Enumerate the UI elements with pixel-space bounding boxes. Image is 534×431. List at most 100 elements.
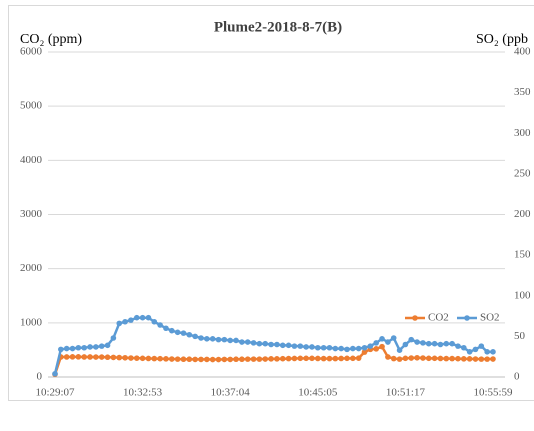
y2-tick-label: 300 — [514, 127, 531, 139]
data-point — [338, 345, 344, 352]
data-point — [256, 356, 263, 362]
data-point — [215, 336, 222, 343]
data-point — [104, 354, 111, 361]
data-point — [396, 347, 403, 353]
data-point — [472, 346, 479, 353]
data-point — [52, 370, 58, 377]
data-point — [461, 344, 467, 351]
legend-marker — [464, 315, 470, 321]
y-tick-label: 1000 — [20, 316, 43, 328]
data-point — [122, 354, 128, 361]
data-point — [303, 355, 309, 362]
data-point — [63, 354, 70, 360]
data-point — [151, 318, 158, 325]
data-point — [344, 346, 350, 353]
data-point — [408, 355, 415, 361]
data-point — [180, 356, 187, 363]
data-point — [443, 355, 450, 362]
data-point — [215, 356, 222, 363]
data-point — [244, 356, 251, 362]
data-point — [256, 340, 263, 347]
data-point — [478, 343, 485, 349]
y2-tick-label: 200 — [514, 208, 531, 220]
y2-tick-label: 350 — [514, 86, 531, 98]
data-point — [332, 345, 339, 352]
data-point — [87, 354, 93, 360]
data-point — [455, 343, 461, 349]
data-point — [186, 356, 193, 363]
data-point — [326, 355, 333, 362]
data-point — [157, 322, 163, 328]
data-point — [139, 355, 146, 362]
data-point — [250, 340, 257, 346]
data-point — [385, 339, 391, 345]
data-point — [315, 344, 321, 351]
data-point — [192, 333, 198, 340]
y-tick-label: 2000 — [20, 262, 43, 274]
data-point — [373, 346, 380, 352]
data-point — [425, 355, 432, 362]
data-point — [379, 343, 385, 350]
data-point — [449, 355, 455, 362]
data-point — [490, 356, 496, 362]
y-tick-label: 6000 — [20, 46, 43, 58]
data-point — [414, 339, 420, 345]
data-point — [163, 356, 169, 362]
data-point — [250, 356, 257, 362]
data-point — [145, 314, 152, 321]
data-point — [116, 320, 123, 327]
y-tick-label: 4000 — [20, 154, 43, 166]
data-point — [75, 354, 82, 360]
data-point — [133, 314, 140, 321]
legend-marker — [412, 315, 418, 321]
data-point — [239, 339, 245, 345]
data-point — [425, 340, 432, 347]
data-point — [139, 314, 146, 321]
data-point — [361, 349, 368, 355]
x-tick-label: 10:55:59 — [473, 387, 513, 399]
data-point — [75, 344, 82, 351]
data-point — [443, 340, 450, 347]
data-point — [332, 355, 339, 362]
data-point — [484, 356, 490, 362]
data-point — [209, 336, 216, 342]
data-point — [110, 354, 117, 361]
data-point — [350, 355, 356, 362]
data-point — [297, 355, 304, 362]
data-point — [361, 344, 368, 351]
data-point — [385, 354, 391, 360]
data-point — [431, 355, 438, 362]
data-point — [204, 356, 210, 363]
data-point — [174, 356, 181, 362]
y2-tick-label: 150 — [514, 249, 531, 261]
y2-axis-label: SO₂ (ppb — [476, 32, 528, 47]
data-point — [355, 345, 362, 352]
data-point — [350, 345, 356, 352]
data-point — [163, 325, 169, 332]
data-point — [373, 340, 380, 346]
x-tick-label: 10:45:05 — [298, 387, 338, 399]
series-line — [53, 345, 494, 375]
data-point — [478, 356, 485, 362]
data-point — [174, 329, 181, 336]
data-point — [402, 341, 409, 348]
data-point — [309, 355, 315, 362]
data-point — [110, 335, 117, 341]
data-point — [151, 355, 158, 362]
data-point — [279, 355, 286, 362]
y2-tick-label: 400 — [514, 46, 531, 58]
data-point — [268, 356, 274, 362]
data-point — [274, 341, 280, 348]
data-point — [396, 356, 403, 362]
data-point — [437, 355, 444, 362]
data-point — [420, 355, 426, 361]
data-point — [268, 341, 274, 348]
y-axis-label: CO₂ (ppm) — [20, 32, 82, 47]
data-point — [209, 356, 216, 363]
data-point — [390, 355, 397, 362]
data-point — [262, 340, 269, 347]
data-point — [93, 344, 99, 350]
data-point — [420, 340, 426, 346]
x-tick-label: 10:37:04 — [211, 387, 251, 399]
data-point — [98, 343, 105, 349]
